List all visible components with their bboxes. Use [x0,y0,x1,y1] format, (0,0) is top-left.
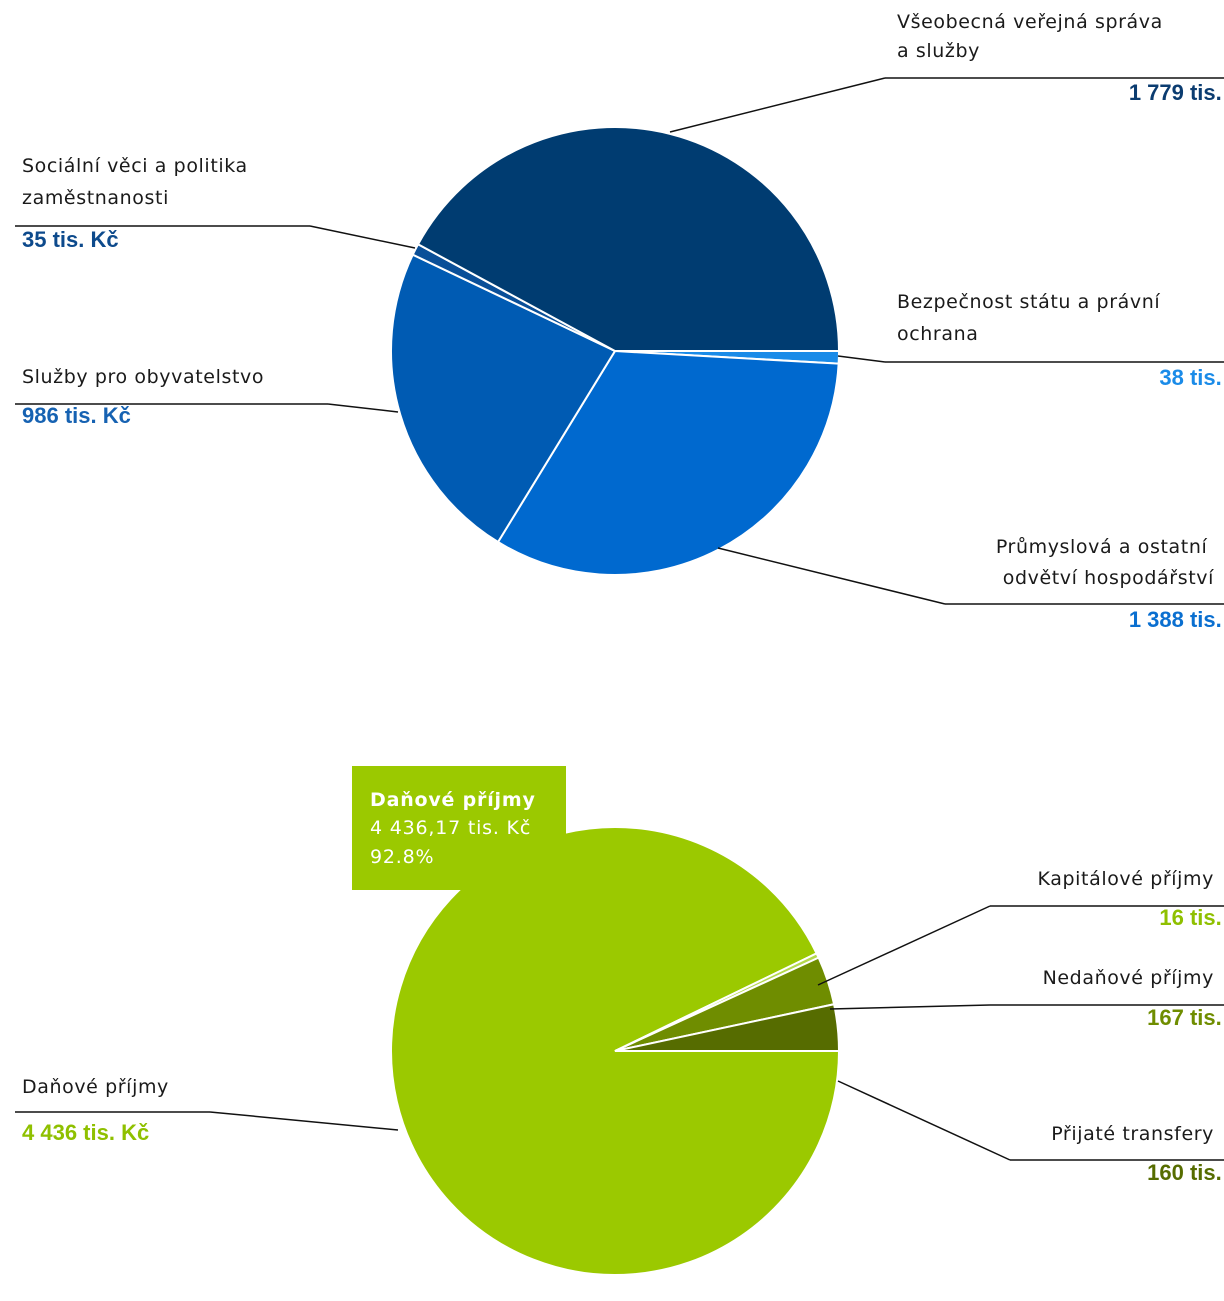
pie-slice [496,349,840,576]
slice-label: Všeobecná veřejná správa a služby [897,11,1170,62]
tooltip-box [352,766,566,890]
tooltip-title: Daňové příjmy [370,789,536,811]
leader-line [209,1111,399,1131]
slice-label: Bezpečnost státu a právní ochrana [897,291,1167,345]
tooltip-share: 92.8% [370,846,434,868]
slice-label: Nedaňové příjmy [1043,967,1214,989]
tooltip-value: 4 436,17 tis. Kč [370,817,531,839]
leader-line [327,403,399,413]
leader-line [309,225,416,249]
pie-slice [416,126,841,352]
value-label: 1 779 tis. Kč [1129,80,1224,105]
value-label: 35 tis. Kč [22,227,119,252]
leader-line [837,355,886,363]
pie-slice [390,826,841,1276]
leader-line [837,1080,1011,1161]
slice-label: Služby pro obyvatelstvo [22,366,264,388]
leader-line [717,547,946,605]
value-label: 986 tis. Kč [22,403,131,428]
slice-label: Daňové příjmy [22,1076,169,1098]
leader-line [829,1004,991,1010]
leader-line [817,905,991,986]
value-label: 4 436 tis. Kč [22,1120,149,1145]
slice-label: Kapitálové příjmy [1038,868,1214,890]
value-label: 160 tis. Kč [1147,1160,1224,1185]
slice-label: Průmyslová a ostatní odvětví hospodářstv… [996,536,1214,589]
slice-label: Přijaté transfery [1051,1123,1214,1145]
value-label: 16 tis. Kč [1159,905,1224,930]
pie-slice [614,1003,841,1052]
value-label: 38 tis. Kč [1159,365,1224,390]
leader-line [669,77,886,133]
value-label: 167 tis. Kč [1147,1005,1224,1030]
slice-label: Sociální věci a politika zaměstnanosti [22,155,254,209]
pie-slice [390,253,617,544]
value-label: 1 388 tis. Kč [1129,607,1224,632]
